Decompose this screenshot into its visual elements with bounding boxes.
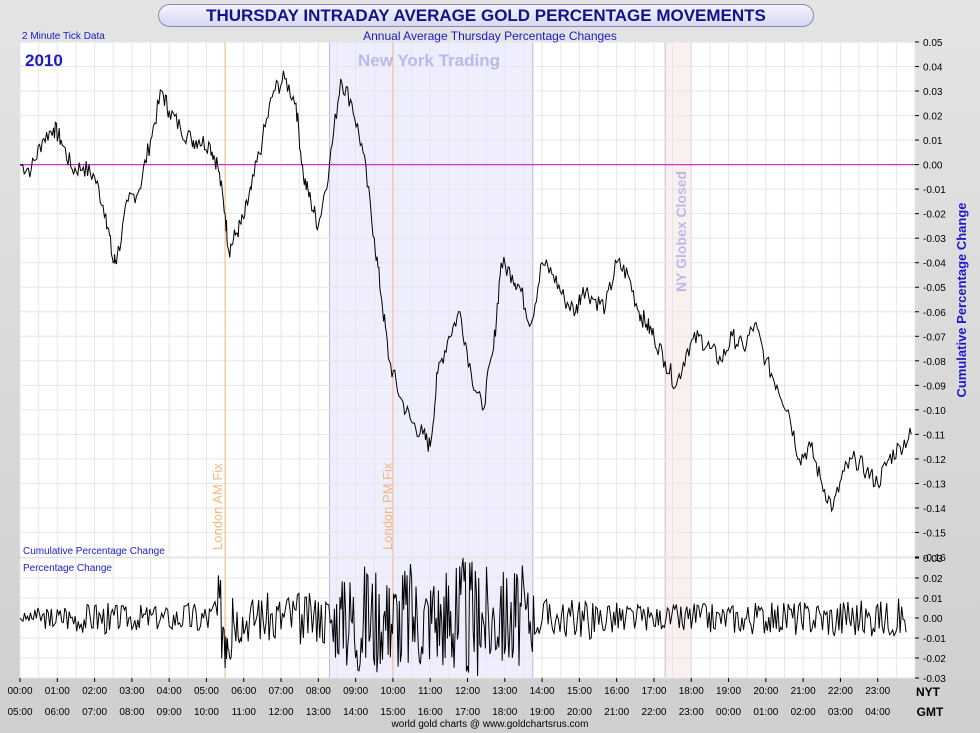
y-tick-label: 0.05	[923, 38, 943, 49]
y-axis-title: Cumulative Percentage Change	[954, 202, 969, 397]
top-panel-label: Cumulative Percentage Change	[23, 546, 165, 557]
x-tick-label-gmt: 17:00	[455, 707, 480, 718]
y-tick-label: -0.06	[923, 308, 946, 319]
y-tick-label-bottom: 0.03	[923, 554, 943, 565]
year-label: 2010	[25, 51, 63, 70]
x-tick-label-nyt: 15:00	[567, 686, 592, 697]
x-tick-label-nyt: 10:00	[380, 686, 405, 697]
x-tick-label-gmt: 19:00	[530, 707, 555, 718]
x-tick-label-nyt: 00:00	[7, 686, 32, 697]
chart-title: THURSDAY INTRADAY AVERAGE GOLD PERCENTAG…	[158, 4, 814, 27]
x-tick-label-nyt: 02:00	[82, 686, 107, 697]
x-tick-label-nyt: 03:00	[119, 686, 144, 697]
x-tick-label-gmt: 15:00	[380, 707, 405, 718]
y-tick-label: 0.02	[923, 112, 943, 123]
x-tick-label-gmt: 09:00	[157, 707, 182, 718]
x-tick-labels: 00:00 01:00 02:00 03:00 04:00 05:00 06:00 07:00…	[7, 678, 891, 718]
y-tick-label: -0.03	[923, 234, 946, 245]
x-tick-label-gmt: 14:00	[343, 707, 368, 718]
y-tick-label: -0.02	[923, 210, 946, 221]
y-tick-label: -0.08	[923, 357, 946, 368]
tick-note: 2 Minute Tick Data	[22, 31, 105, 42]
x-tick-label-gmt: 23:00	[679, 707, 704, 718]
chart-subtitle: Annual Average Thursday Percentage Chang…	[363, 29, 617, 43]
x-tick-label-gmt: 12:00	[269, 707, 294, 718]
x-tick-label-gmt: 04:00	[865, 707, 890, 718]
y-tick-labels: 0.05 0.04 0.03 0.02 0.01 0.00 -0.01 -0.02 -0.03 -…	[915, 38, 946, 685]
gmt-label: GMT	[917, 705, 944, 719]
x-tick-label-nyt: 06:00	[231, 686, 256, 697]
series-layer	[19, 70, 912, 677]
x-tick-label-nyt: 18:00	[679, 686, 704, 697]
x-tick-label-gmt: 03:00	[828, 707, 853, 718]
y-tick-label: 0.03	[923, 87, 943, 98]
y-tick-label: -0.01	[923, 185, 946, 196]
y-tick-label: 0.01	[923, 136, 943, 147]
y-tick-label: -0.10	[923, 406, 946, 417]
x-tick-label-nyt: 11:00	[418, 686, 443, 697]
y-tick-label: -0.14	[923, 504, 946, 515]
ny-globex-closed-label: NY Globex Closed	[673, 171, 689, 292]
percentage-change-series-line	[19, 557, 907, 677]
y-tick-label-bottom: 0.02	[923, 574, 943, 585]
ny-trading-band	[329, 41, 534, 558]
x-tick-label-nyt: 23:00	[865, 686, 890, 697]
x-tick-label-gmt: 21:00	[604, 707, 629, 718]
x-tick-label-nyt: 21:00	[791, 686, 816, 697]
y-tick-label: -0.07	[923, 332, 946, 343]
x-tick-label-nyt: 12:00	[455, 686, 480, 697]
x-tick-label-gmt: 20:00	[567, 707, 592, 718]
x-tick-label-gmt: 16:00	[418, 707, 443, 718]
x-tick-label-nyt: 13:00	[492, 686, 517, 697]
y-tick-label: -0.16	[923, 553, 946, 564]
y-tick-label-bottom: -0.01	[923, 634, 946, 645]
london-pm-fix-label: London PM Fix	[380, 462, 395, 550]
x-tick-label-gmt: 00:00	[716, 707, 741, 718]
x-tick-label-nyt: 05:00	[194, 686, 219, 697]
x-tick-label-nyt: 17:00	[641, 686, 666, 697]
y-tick-label-bottom: -0.03	[923, 674, 946, 685]
x-tick-label-gmt: 06:00	[45, 707, 70, 718]
source-credit: world gold charts @ www.goldchartsrus.co…	[391, 719, 589, 730]
x-tick-label-gmt: 08:00	[119, 707, 144, 718]
x-tick-label-gmt: 13:00	[306, 707, 331, 718]
nyt-label: NYT	[916, 685, 941, 699]
y-tick-label: -0.05	[923, 283, 946, 294]
x-tick-label-gmt: 10:00	[194, 707, 219, 718]
x-tick-label-nyt: 19:00	[716, 686, 741, 697]
y-tick-label-bottom: 0.00	[923, 614, 943, 625]
london-am-fix-label: London AM Fix	[210, 463, 225, 550]
y-tick-label-bottom: 0.01	[923, 594, 943, 605]
y-tick-label: -0.11	[923, 430, 945, 441]
y-tick-label: -0.12	[923, 455, 946, 466]
x-tick-label-nyt: 08:00	[306, 686, 331, 697]
x-tick-label-nyt: 20:00	[753, 686, 778, 697]
x-tick-label-nyt: 09:00	[343, 686, 368, 697]
cumulative-series-line	[19, 70, 912, 513]
ny-trading-label: New York Trading	[358, 51, 500, 70]
y-tick-label-bottom: -0.02	[923, 654, 946, 665]
x-tick-label-nyt: 16:00	[604, 686, 629, 697]
bottom-panel-label: Percentage Change	[23, 563, 112, 574]
x-tick-label-gmt: 11:00	[232, 707, 257, 718]
x-tick-label-gmt: 02:00	[791, 707, 816, 718]
y-tick-label: 0.04	[923, 63, 943, 74]
x-tick-label-nyt: 14:00	[530, 686, 555, 697]
x-tick-label-nyt: 01:00	[45, 686, 70, 697]
y-tick-label: 0.00	[923, 161, 943, 172]
x-tick-label-nyt: 22:00	[828, 686, 853, 697]
x-tick-label-gmt: 22:00	[641, 707, 666, 718]
x-tick-label-nyt: 07:00	[269, 686, 294, 697]
x-tick-label-gmt: 05:00	[7, 707, 32, 718]
y-tick-label: -0.04	[923, 259, 946, 270]
x-tick-label-nyt: 04:00	[157, 686, 182, 697]
x-tick-label-gmt: 07:00	[82, 707, 107, 718]
globex-closed-band	[664, 41, 692, 558]
x-tick-label-gmt: 18:00	[492, 707, 517, 718]
y-tick-label: -0.13	[923, 479, 946, 490]
y-tick-label: -0.09	[923, 381, 946, 392]
y-tick-label: -0.15	[923, 528, 946, 539]
x-tick-label-gmt: 01:00	[753, 707, 778, 718]
